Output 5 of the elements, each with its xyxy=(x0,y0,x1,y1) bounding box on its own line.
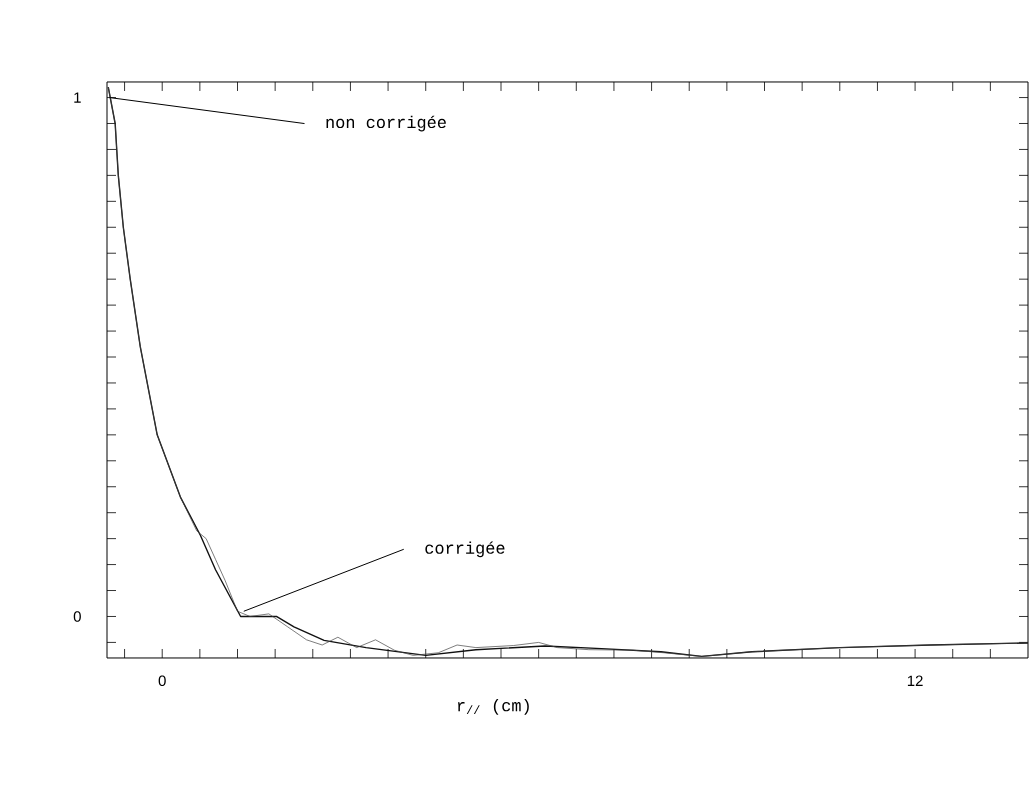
annotation: corrigée xyxy=(425,541,505,558)
annotation: non corrigée xyxy=(326,115,446,132)
x-tick-label: 12 xyxy=(907,675,923,686)
x-axis-title: r$_{//}$ (cm) xyxy=(457,698,529,715)
y-tick-label: 1 xyxy=(74,92,81,103)
